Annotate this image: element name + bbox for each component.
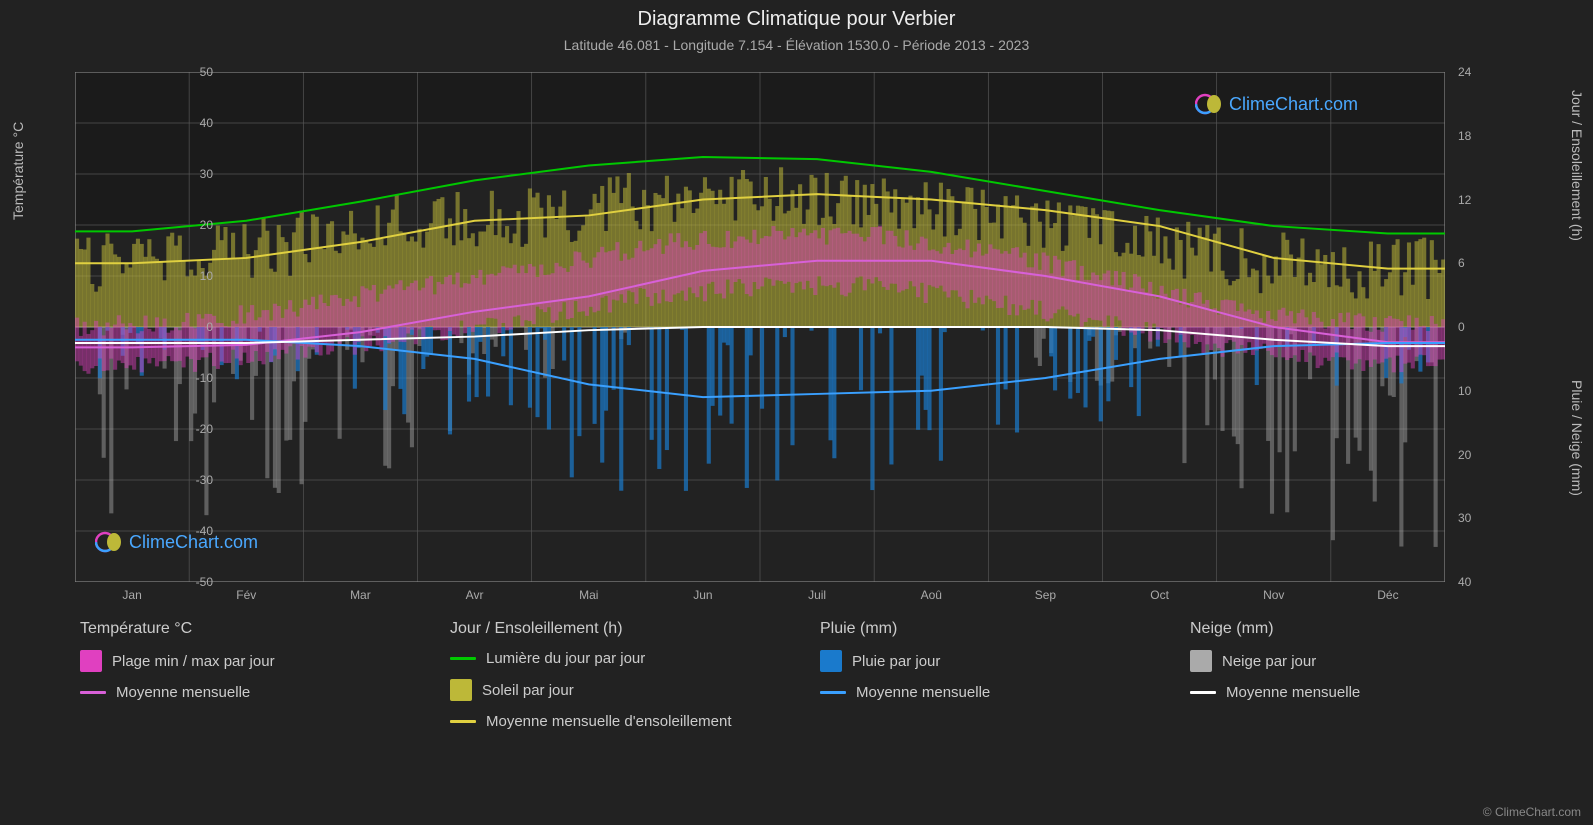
legend-heading: Neige (mm) (1190, 620, 1520, 638)
legend-heading: Température °C (80, 620, 410, 638)
x-tick-month: Déc (1358, 588, 1418, 602)
legend-heading: Jour / Ensoleillement (h) (450, 620, 780, 638)
legend-item: Moyenne mensuelle (80, 684, 410, 701)
x-tick-month: Aoû (901, 588, 961, 602)
legend-item: Moyenne mensuelle (1190, 684, 1520, 701)
legend-item: Neige par jour (1190, 650, 1520, 672)
y-axis-right-bottom-label: Pluie / Neige (mm) (1569, 380, 1585, 496)
x-tick-month: Juil (787, 588, 847, 602)
legend-item: Plage min / max par jour (80, 650, 410, 672)
chart-title: Diagramme Climatique pour Verbier (0, 0, 1593, 31)
legend-heading: Pluie (mm) (820, 620, 1150, 638)
legend-swatch (820, 691, 846, 694)
legend-label: Moyenne mensuelle (116, 684, 250, 701)
legend-swatch (80, 650, 102, 672)
y-tick-left: -50 (173, 575, 213, 589)
legend-swatch (80, 691, 106, 694)
y-tick-left: 30 (173, 167, 213, 181)
legend-label: Moyenne mensuelle (1226, 684, 1360, 701)
legend-label: Moyenne mensuelle (856, 684, 990, 701)
y-tick-left: -10 (173, 371, 213, 385)
x-tick-month: Mai (559, 588, 619, 602)
y-tick-right-hours: 6 (1458, 256, 1498, 270)
y-tick-left: 10 (173, 269, 213, 283)
y-tick-right-mm: 40 (1458, 575, 1498, 589)
x-tick-month: Fév (216, 588, 276, 602)
legend-item: Moyenne mensuelle (820, 684, 1150, 701)
legend-label: Pluie par jour (852, 653, 940, 670)
legend: Température °C Plage min / max par jour Mo… (80, 620, 1520, 742)
copyright: © ClimeChart.com (1483, 805, 1581, 819)
y-tick-right-hours: 0 (1458, 320, 1498, 334)
watermark-text: ClimeChart.com (1229, 94, 1358, 115)
legend-swatch (820, 650, 842, 672)
watermark-top: ClimeChart.com (1195, 90, 1358, 118)
y-tick-left: 0 (173, 320, 213, 334)
y-axis-left-label: Température °C (10, 122, 26, 220)
watermark-text: ClimeChart.com (129, 532, 258, 553)
legend-swatch (450, 720, 476, 723)
logo-icon (95, 528, 123, 556)
legend-label: Soleil par jour (482, 682, 574, 699)
legend-label: Neige par jour (1222, 653, 1316, 670)
legend-column: Pluie (mm) Pluie par jour Moyenne mensuell… (820, 620, 1150, 742)
legend-swatch (1190, 650, 1212, 672)
y-tick-right-mm: 10 (1458, 384, 1498, 398)
logo-icon (1195, 90, 1223, 118)
y-tick-left: 50 (173, 65, 213, 79)
watermark-bottom: ClimeChart.com (95, 528, 258, 556)
y-tick-right-hours: 24 (1458, 65, 1498, 79)
legend-swatch (1190, 691, 1216, 694)
y-tick-left: 20 (173, 218, 213, 232)
legend-item: Soleil par jour (450, 679, 780, 701)
x-tick-month: Avr (445, 588, 505, 602)
y-tick-right-mm: 30 (1458, 511, 1498, 525)
y-tick-left: -20 (173, 422, 213, 436)
legend-item: Moyenne mensuelle d'ensoleillement (450, 713, 780, 730)
x-tick-month: Nov (1244, 588, 1304, 602)
legend-label: Moyenne mensuelle d'ensoleillement (486, 713, 732, 730)
x-tick-month: Jan (102, 588, 162, 602)
x-tick-month: Jun (673, 588, 733, 602)
chart-subtitle: Latitude 46.081 - Longitude 7.154 - Élév… (0, 31, 1593, 53)
y-axis-right-top-label: Jour / Ensoleillement (h) (1569, 90, 1585, 241)
legend-item: Pluie par jour (820, 650, 1150, 672)
legend-column: Neige (mm) Neige par jour Moyenne mensuell… (1190, 620, 1520, 742)
legend-label: Plage min / max par jour (112, 653, 275, 670)
y-tick-right-hours: 18 (1458, 129, 1498, 143)
legend-label: Lumière du jour par jour (486, 650, 645, 667)
legend-item: Lumière du jour par jour (450, 650, 780, 667)
x-tick-month: Mar (330, 588, 390, 602)
y-tick-left: 40 (173, 116, 213, 130)
x-tick-month: Oct (1130, 588, 1190, 602)
chart-svg (75, 72, 1445, 582)
chart-area (75, 72, 1445, 582)
legend-swatch (450, 679, 472, 701)
y-tick-right-mm: 20 (1458, 448, 1498, 462)
legend-swatch (450, 657, 476, 660)
y-tick-left: -30 (173, 473, 213, 487)
y-tick-right-hours: 12 (1458, 193, 1498, 207)
legend-column: Température °C Plage min / max par jour Mo… (80, 620, 410, 742)
x-tick-month: Sep (1015, 588, 1075, 602)
legend-column: Jour / Ensoleillement (h) Lumière du jour… (450, 620, 780, 742)
